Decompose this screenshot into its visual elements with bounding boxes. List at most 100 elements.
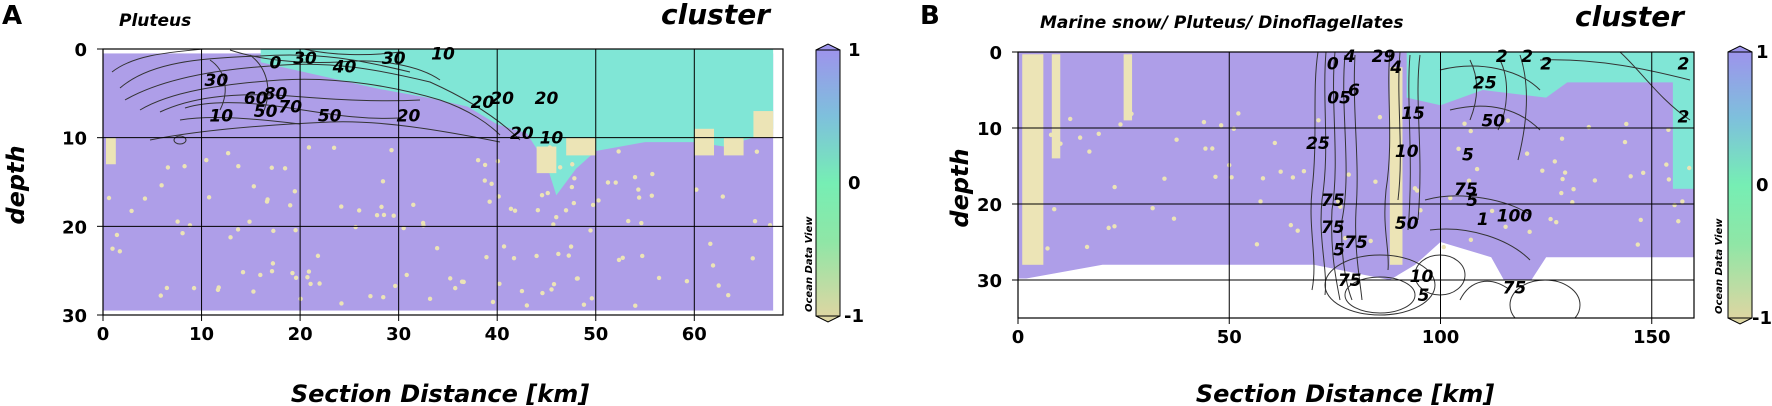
cluster-region-tan	[753, 111, 774, 138]
tan-speck	[1592, 178, 1598, 183]
tan-speck	[129, 208, 134, 214]
tan-speck	[633, 303, 638, 308]
tan-speck	[1622, 139, 1628, 145]
tan-speck	[575, 276, 580, 281]
panel-a-colorbar: 1 0 -1 Ocean Data View	[804, 40, 864, 327]
tan-speck	[605, 180, 611, 185]
tan-speck	[616, 257, 622, 263]
tan-speck	[247, 219, 252, 224]
cluster-region-tan	[1389, 67, 1403, 265]
y-tick-label: 20	[62, 217, 87, 238]
tan-speck	[368, 293, 373, 299]
tan-speck	[540, 290, 545, 296]
tan-speck	[331, 145, 337, 151]
tan-speck	[632, 175, 638, 180]
tan-speck	[215, 287, 221, 293]
contour-label: 20	[471, 93, 495, 113]
contour-label: 70	[278, 98, 302, 118]
panel-b-colorbar-top-cap	[1727, 45, 1753, 53]
y-tick-label: 0	[989, 43, 1002, 64]
tan-speck	[1301, 169, 1307, 174]
cluster-region-tan	[105, 137, 116, 165]
tan-speck	[501, 244, 507, 249]
y-tick-label: 0	[74, 40, 87, 61]
tan-speck	[1260, 176, 1266, 181]
tan-speck	[1288, 222, 1294, 228]
tan-speck	[158, 293, 163, 298]
tan-speck	[164, 285, 170, 291]
tan-speck	[1335, 199, 1341, 204]
tan-speck	[539, 192, 545, 198]
tan-speck	[1560, 176, 1565, 182]
tan-speck	[1586, 124, 1592, 130]
tan-speck	[484, 254, 489, 260]
tan-speck	[1338, 204, 1343, 209]
tan-speck	[1664, 162, 1669, 167]
panel-b: B Marine snow/ Pluteus/ Dinoflagellates …	[920, 0, 1772, 406]
tan-speck	[317, 281, 322, 286]
tan-speck	[165, 165, 171, 170]
tan-speck	[1456, 146, 1461, 151]
x-tick-label: 100	[1422, 327, 1460, 348]
tan-speck	[411, 202, 416, 208]
tan-speck	[495, 159, 501, 164]
no-data-region	[1018, 278, 1137, 318]
tan-speck	[563, 208, 569, 213]
tan-speck	[175, 219, 180, 224]
tan-speck	[182, 164, 187, 169]
tan-speck	[1466, 178, 1472, 183]
contour-label: 80	[264, 84, 288, 104]
tan-speck	[236, 164, 241, 169]
tan-speck	[306, 269, 312, 274]
tan-speck	[1129, 111, 1134, 116]
tan-speck	[292, 189, 298, 194]
tan-speck	[434, 245, 440, 251]
panel-b-colorbar-tick-mid: 0	[1756, 175, 1769, 196]
tan-speck	[1272, 140, 1278, 146]
tan-speck	[1527, 229, 1532, 235]
tan-speck	[720, 194, 726, 199]
tan-speck	[551, 222, 556, 227]
contour-label: 40	[332, 58, 357, 78]
panel-b-frame	[1017, 51, 1695, 319]
contour-label: 05	[1327, 89, 1351, 109]
contour-label: 10	[209, 107, 233, 127]
tan-speck	[453, 285, 458, 291]
tan-speck	[1290, 175, 1296, 180]
tan-speck	[1448, 195, 1453, 201]
panel-a-watermark: Ocean Data View	[804, 216, 815, 312]
contour-label: 75	[1338, 271, 1362, 291]
panel-b-colorbar-bottom-cap	[1727, 317, 1753, 325]
tan-speck	[1033, 225, 1038, 231]
tan-speck	[1570, 200, 1575, 205]
tan-speck	[684, 279, 690, 284]
tan-speck	[1316, 118, 1321, 123]
tan-speck	[251, 289, 256, 294]
panel-a-tan-specks	[106, 145, 773, 308]
y-tick-label: 10	[977, 119, 1002, 140]
contour-label: 4	[1343, 47, 1356, 67]
contour-label: 0	[1327, 54, 1339, 74]
tan-speck	[180, 231, 185, 236]
tan-speck	[1096, 131, 1101, 136]
y-tick-label: 30	[62, 306, 87, 327]
tan-speck	[568, 244, 574, 249]
panel-b-colorbar-gradient	[1727, 51, 1753, 319]
contour-label: 75	[1454, 180, 1478, 200]
tan-speck	[401, 225, 406, 231]
tan-speck	[1218, 123, 1224, 128]
panel-b-title: Marine snow/ Pluteus/ Dinoflagellates	[1040, 13, 1403, 33]
tan-speck	[581, 302, 587, 307]
tan-speck	[1058, 141, 1063, 146]
tan-speck	[556, 251, 561, 257]
panel-b-colorbar-tick-top: 1	[1756, 42, 1769, 63]
tan-speck	[1687, 165, 1692, 171]
tan-speck	[315, 253, 321, 259]
contour-label: 25	[1306, 134, 1330, 154]
tan-speck	[1638, 217, 1643, 223]
cluster-region-tan	[536, 146, 557, 174]
contour-label: 0	[270, 53, 282, 73]
tan-speck	[1418, 208, 1423, 213]
